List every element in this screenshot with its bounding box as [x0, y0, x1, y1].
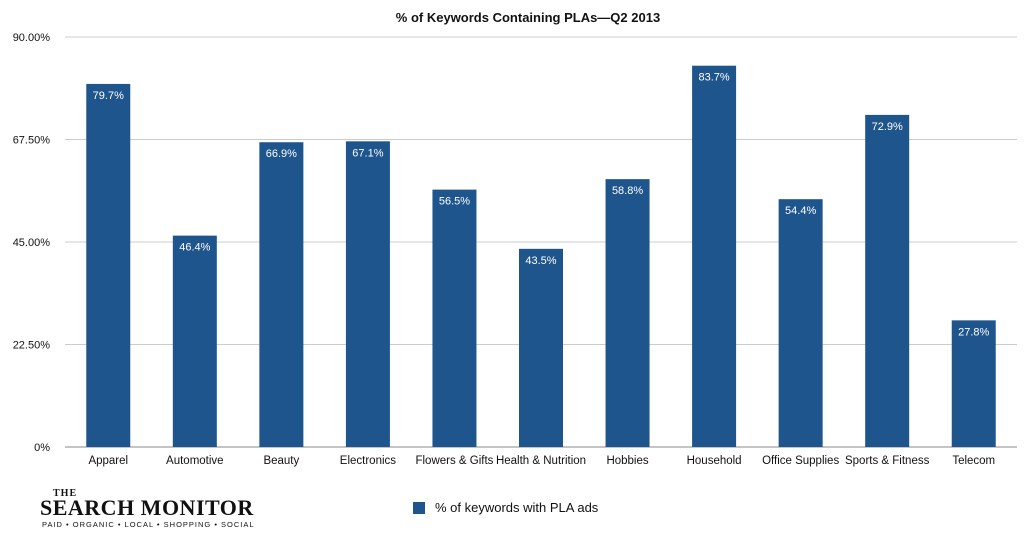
gridlines	[65, 36, 1017, 448]
y-tick-label: 90.00%	[13, 32, 51, 44]
data-label: 79.7%	[93, 90, 124, 102]
category-label: Automotive	[166, 455, 224, 467]
data-label: 56.5%	[439, 196, 470, 208]
y-tick-label: 0%	[34, 442, 50, 454]
data-label: 66.9%	[266, 148, 297, 160]
legend: % of keywords with PLA ads	[413, 500, 598, 515]
data-label: 46.4%	[179, 242, 210, 254]
data-label: 54.4%	[785, 205, 816, 217]
logo-name-text: SEARCH MONITOR	[40, 495, 254, 520]
category-label: Telecom	[952, 455, 995, 467]
bar	[865, 114, 910, 448]
data-label: 27.8%	[958, 326, 989, 338]
y-tick-label: 67.50%	[13, 135, 51, 147]
bar	[692, 65, 737, 447]
category-label: Flowers & Gifts	[415, 455, 493, 467]
data-label: 67.1%	[352, 147, 383, 159]
y-axis-ticks: 0% 22.50% 45.00% 67.50% 90.00%	[13, 32, 51, 454]
bar	[86, 83, 131, 447]
data-label: 58.8%	[612, 185, 643, 197]
category-label: Office Supplies	[762, 455, 839, 467]
category-label: Hobbies	[606, 455, 648, 467]
logo-the-text: THE	[53, 488, 78, 499]
bar	[778, 199, 823, 447]
category-label: Health & Nutrition	[496, 455, 586, 467]
legend-swatch	[413, 501, 425, 514]
y-tick-label: 45.00%	[13, 237, 51, 249]
logo-tagline: PAID • ORGANIC • LOCAL • SHOPPING • SOCI…	[42, 520, 255, 529]
search-monitor-logo: THE SEARCH MONITOR PAID • ORGANIC • LOCA…	[40, 488, 255, 530]
legend-label: % of keywords with PLA ads	[435, 500, 599, 515]
y-tick-label: 22.50%	[13, 340, 51, 352]
bar	[432, 189, 477, 447]
bar	[259, 142, 304, 447]
data-labels: 79.7% 46.4% 66.9% 67.1% 56.5% 43.5% 58.8% 83.7%…	[93, 72, 990, 339]
bar-chart: % of Keywords Containing PLAs—Q2 2013 0%…	[13, 10, 1017, 467]
data-label: 83.7%	[698, 72, 729, 84]
category-label: Sports & Fitness	[845, 455, 930, 467]
category-label: Electronics	[340, 455, 396, 467]
bar	[951, 320, 996, 447]
chart-title: % of Keywords Containing PLAs—Q2 2013	[396, 10, 660, 25]
bar	[519, 248, 563, 447]
category-label: Beauty	[263, 455, 299, 467]
data-label: 72.9%	[872, 121, 903, 133]
bar	[605, 179, 650, 447]
x-axis-categories: Apparel Automotive Beauty Electronics Flower…	[88, 455, 995, 467]
bar	[345, 141, 390, 448]
bars	[86, 65, 996, 448]
bar	[172, 235, 217, 447]
category-label: Apparel	[88, 455, 128, 467]
category-label: Household	[687, 455, 742, 467]
data-label: 43.5%	[525, 255, 556, 267]
